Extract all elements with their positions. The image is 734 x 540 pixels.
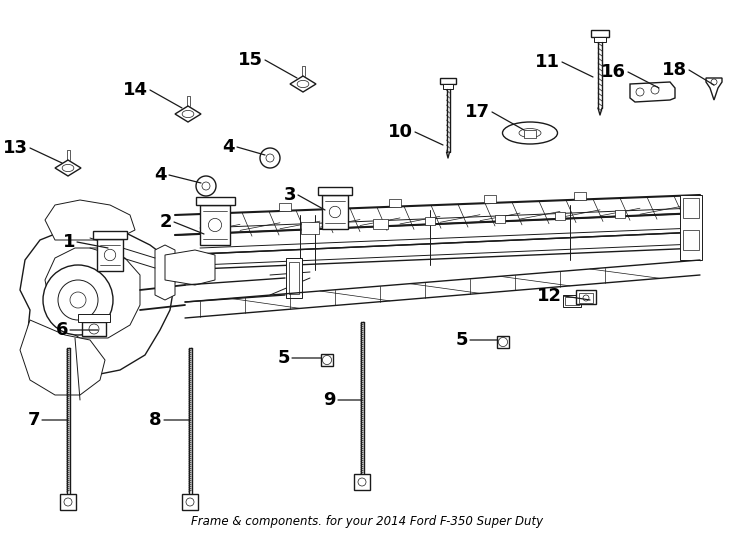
Bar	[591, 30, 609, 37]
Circle shape	[70, 292, 86, 308]
Text: 17: 17	[465, 103, 490, 121]
Ellipse shape	[519, 129, 541, 138]
Bar	[354, 474, 370, 490]
Text: 2: 2	[159, 213, 172, 231]
Polygon shape	[20, 320, 105, 395]
Text: 13: 13	[3, 139, 28, 157]
Bar	[565, 297, 579, 305]
Text: 3: 3	[283, 186, 296, 204]
Text: 5: 5	[277, 349, 290, 367]
Text: 7: 7	[27, 411, 40, 429]
Bar	[60, 494, 76, 510]
Bar	[615, 210, 625, 218]
Bar	[195, 197, 234, 205]
Text: Frame & components. for your 2014 Ford F-350 Super Duty: Frame & components. for your 2014 Ford F…	[191, 515, 543, 528]
Polygon shape	[630, 82, 675, 102]
Bar	[497, 336, 509, 348]
Polygon shape	[45, 200, 135, 240]
Circle shape	[330, 206, 341, 218]
Text: 8: 8	[150, 411, 162, 429]
Text: 15: 15	[238, 51, 263, 69]
Circle shape	[711, 79, 717, 85]
Bar	[563, 295, 581, 307]
Circle shape	[266, 154, 274, 162]
Bar	[576, 290, 596, 304]
Text: 5: 5	[456, 331, 468, 349]
Bar	[318, 187, 352, 195]
Circle shape	[208, 218, 222, 232]
Bar	[680, 195, 702, 260]
Circle shape	[322, 355, 332, 364]
Text: 11: 11	[535, 53, 560, 71]
Text: 10: 10	[388, 123, 413, 141]
Circle shape	[89, 324, 99, 334]
Polygon shape	[55, 160, 81, 176]
Circle shape	[64, 498, 72, 506]
Bar	[289, 262, 299, 294]
Text: 16: 16	[601, 63, 626, 81]
Bar	[78, 314, 110, 322]
Bar	[322, 195, 348, 229]
Circle shape	[186, 498, 194, 506]
Polygon shape	[165, 250, 215, 285]
Bar	[389, 199, 401, 207]
Bar	[82, 322, 106, 336]
Text: 6: 6	[56, 321, 68, 339]
Text: 1: 1	[62, 233, 75, 251]
Ellipse shape	[503, 122, 558, 144]
Polygon shape	[175, 106, 201, 122]
Bar	[579, 293, 593, 303]
Bar	[484, 195, 496, 203]
Bar	[321, 354, 333, 366]
Polygon shape	[45, 248, 140, 338]
Bar	[440, 78, 456, 84]
Circle shape	[196, 176, 216, 196]
Text: 9: 9	[324, 391, 336, 409]
Bar	[286, 258, 302, 298]
Bar	[93, 231, 127, 239]
Circle shape	[358, 478, 366, 486]
Circle shape	[260, 148, 280, 168]
Polygon shape	[155, 245, 175, 300]
Circle shape	[651, 86, 659, 94]
Circle shape	[43, 265, 113, 335]
Circle shape	[58, 280, 98, 320]
Circle shape	[498, 338, 507, 347]
Ellipse shape	[297, 80, 309, 87]
Polygon shape	[290, 76, 316, 92]
Bar	[555, 212, 565, 220]
Circle shape	[636, 88, 644, 96]
Text: 4: 4	[154, 166, 167, 184]
Ellipse shape	[182, 110, 194, 118]
Circle shape	[325, 208, 345, 228]
Polygon shape	[706, 78, 722, 100]
Ellipse shape	[62, 164, 74, 172]
Bar	[443, 84, 453, 89]
Text: 12: 12	[537, 287, 562, 305]
Circle shape	[202, 182, 210, 190]
Bar	[524, 130, 536, 138]
Bar	[574, 192, 586, 200]
Text: 14: 14	[123, 81, 148, 99]
Text: 4: 4	[222, 138, 235, 156]
Bar	[301, 222, 319, 234]
Bar	[279, 203, 291, 211]
Polygon shape	[20, 225, 175, 375]
Circle shape	[583, 295, 589, 301]
Text: 18: 18	[662, 61, 687, 79]
Bar	[425, 217, 435, 225]
Bar	[182, 494, 198, 510]
Bar	[495, 214, 505, 222]
Bar	[683, 230, 699, 250]
Circle shape	[104, 249, 116, 261]
Bar	[200, 205, 230, 245]
Bar	[683, 198, 699, 218]
Bar	[594, 37, 606, 42]
Bar	[372, 219, 388, 229]
Bar	[97, 239, 123, 271]
Circle shape	[203, 218, 227, 242]
